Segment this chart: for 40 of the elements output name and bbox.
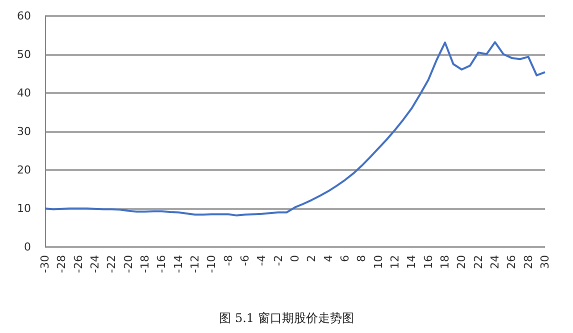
x-tick-label: 18 <box>438 255 452 269</box>
y-tick-label: 30 <box>17 125 31 138</box>
x-tick-label: -8 <box>222 255 235 266</box>
y-tick-label: 50 <box>17 48 31 61</box>
x-tick-label: 30 <box>538 255 552 269</box>
x-tick-label: 12 <box>388 255 402 269</box>
x-tick-label: -14 <box>172 255 185 273</box>
x-tick-label: -20 <box>122 255 135 273</box>
x-tick-label: 10 <box>372 255 385 269</box>
x-tick-label: -12 <box>188 255 202 273</box>
x-tick-label: 20 <box>455 255 468 269</box>
x-tick-label: 26 <box>505 255 518 269</box>
x-tick-label: 4 <box>322 255 335 262</box>
x-tick-label: -6 <box>238 255 252 266</box>
x-tick-label: 0 <box>288 255 302 262</box>
y-tick-label: 20 <box>17 164 31 176</box>
x-tick-label: 16 <box>422 255 435 269</box>
y-tick-label: 40 <box>17 86 31 100</box>
x-tick-label: -4 <box>255 255 268 266</box>
x-tick-label: 2 <box>305 255 318 262</box>
x-tick-label: 6 <box>338 255 352 262</box>
y-tick-label: 10 <box>17 202 31 215</box>
x-tick-label: 14 <box>405 255 418 269</box>
x-tick-label: 24 <box>488 255 502 269</box>
x-tick-label: -18 <box>138 255 152 273</box>
text: 图 5.1 窗口期股价走势图 <box>219 311 354 325</box>
x-tick-label: -16 <box>155 255 168 273</box>
x-tick-label: -30 <box>38 255 52 273</box>
y-tick-label: 0 <box>24 240 31 254</box>
x-tick-label: 8 <box>355 255 368 262</box>
x-tick-label: -24 <box>88 255 102 273</box>
x-tick-label: -22 <box>105 255 118 273</box>
x-tick-label: -26 <box>72 255 85 273</box>
x-tick-label: 28 <box>522 255 535 269</box>
y-tick-label: 60 <box>17 10 31 22</box>
x-tick-label: -2 <box>272 255 285 266</box>
x-tick-label: -10 <box>205 255 218 273</box>
x-tick-label: 22 <box>472 255 485 269</box>
line-series <box>44 41 546 216</box>
x-tick-label: -28 <box>55 255 68 273</box>
